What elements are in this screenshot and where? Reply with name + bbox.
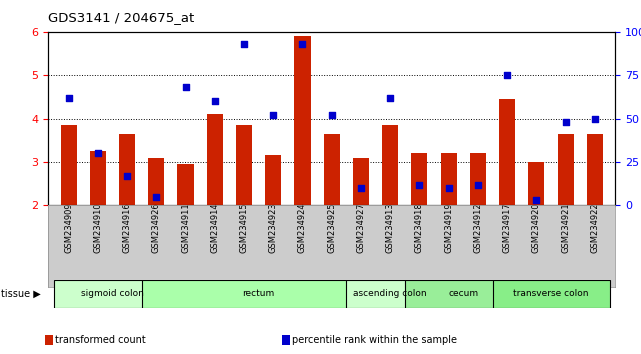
Bar xyxy=(558,134,574,205)
Point xyxy=(210,98,220,104)
Text: tissue ▶: tissue ▶ xyxy=(1,289,41,299)
Bar xyxy=(353,158,369,205)
Bar xyxy=(528,162,544,205)
Bar xyxy=(60,125,76,205)
Bar xyxy=(470,153,486,205)
Text: transformed count: transformed count xyxy=(55,335,146,345)
Bar xyxy=(119,134,135,205)
Bar xyxy=(148,158,164,205)
Bar xyxy=(440,153,457,205)
Point xyxy=(414,182,424,187)
Text: ascending colon: ascending colon xyxy=(353,289,427,298)
Point xyxy=(560,119,570,125)
Bar xyxy=(90,151,106,205)
Point xyxy=(326,112,337,118)
Bar xyxy=(54,280,171,308)
Text: rectum: rectum xyxy=(242,289,275,298)
Bar xyxy=(324,134,340,205)
Text: GDS3141 / 204675_at: GDS3141 / 204675_at xyxy=(48,11,194,24)
Bar xyxy=(499,99,515,205)
Bar xyxy=(142,280,376,308)
Bar xyxy=(382,125,398,205)
Bar xyxy=(412,153,428,205)
Text: cecum: cecum xyxy=(448,289,478,298)
Point xyxy=(239,41,249,47)
Text: sigmoid colon: sigmoid colon xyxy=(81,289,144,298)
Point xyxy=(63,95,74,101)
Bar xyxy=(587,134,603,205)
Point xyxy=(385,95,395,101)
Point xyxy=(268,112,278,118)
Point xyxy=(151,194,162,200)
Text: transverse colon: transverse colon xyxy=(513,289,589,298)
Bar xyxy=(265,155,281,205)
Bar xyxy=(492,280,610,308)
Point xyxy=(356,185,366,191)
Bar xyxy=(178,164,194,205)
Point xyxy=(531,197,542,203)
Bar xyxy=(206,114,223,205)
Point xyxy=(180,85,190,90)
Bar xyxy=(405,280,522,308)
Point xyxy=(590,116,600,121)
Bar xyxy=(236,125,252,205)
Bar xyxy=(346,280,434,308)
Point xyxy=(473,182,483,187)
Bar xyxy=(294,36,310,205)
Point xyxy=(502,73,512,78)
Point xyxy=(122,173,132,179)
Point xyxy=(93,150,103,156)
Point xyxy=(444,185,454,191)
Text: percentile rank within the sample: percentile rank within the sample xyxy=(292,335,457,345)
Point xyxy=(297,41,308,47)
